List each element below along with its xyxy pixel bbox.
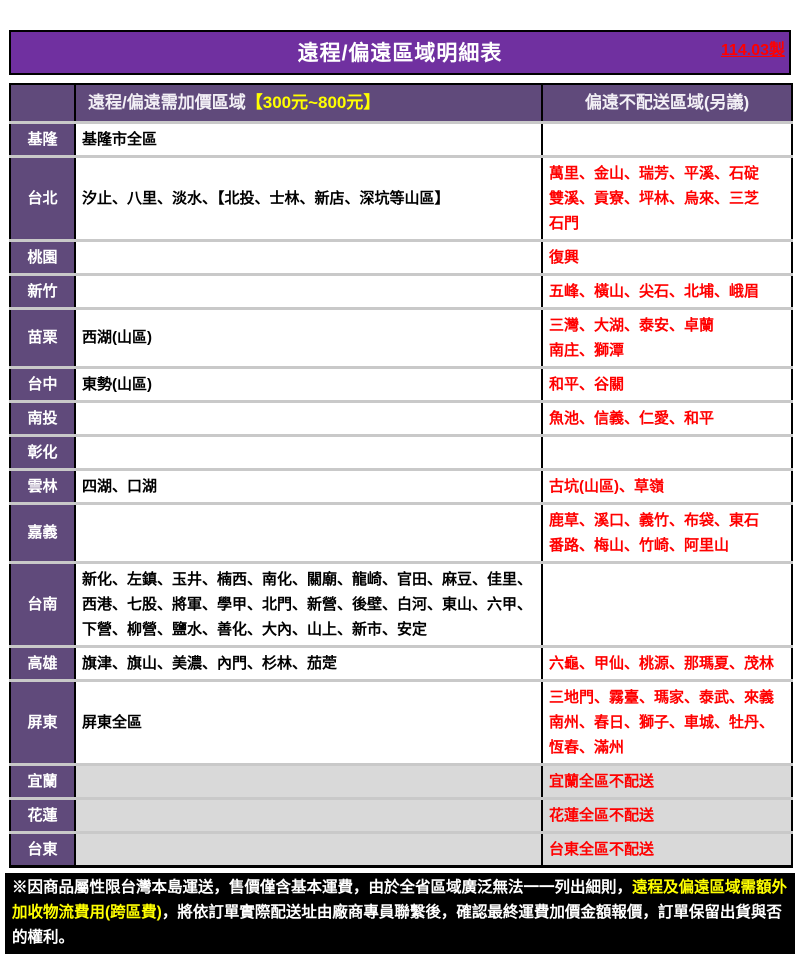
table-row: 彰化 (9, 433, 793, 471)
table-row: 嘉義 鹿草、溪口、義竹、布袋、東石 番路、梅山、竹崎、阿里山 (9, 501, 793, 564)
table-body: 基隆 基隆市全區 台北 汐止、八里、淡水、【北投、士林、新店、深坑等山區】 萬里、金山、… (9, 120, 793, 868)
surcharge-column-header: 遠程/偏遠需加價區域【300元~800元】 (74, 83, 543, 123)
no-delivery-cell: 魚池、信義、仁愛、和平 (541, 399, 793, 437)
footer-note: ※因商品屬性限台灣本島運送，售價僅含基本運費，由於全省區域廣泛無法一一列出細則，… (5, 872, 795, 954)
surcharge-cell: 東勢(山區) (74, 365, 543, 403)
surcharge-cell (74, 238, 543, 276)
table-row: 花蓮 花蓮全區不配送 (9, 796, 793, 834)
table-row: 台東 台東全區不配送 (9, 830, 793, 868)
no-delivery-column-header: 偏遠不配送區域(另議) (541, 83, 793, 123)
no-delivery-cell: 三地門、霧臺、瑪家、泰武、來義 南州、春日、獅子、車城、牡丹、 恆春、滿州 (541, 678, 793, 766)
table-row: 台中 東勢(山區) 和平、谷關 (9, 365, 793, 403)
no-delivery-cell: 萬里、金山、瑞芳、平溪、石碇 雙溪、貢寮、坪林、烏來、三芝 石門 (541, 154, 793, 242)
table-row: 苗栗 西湖(山區) 三灣、大湖、泰安、卓蘭 南庄、獅潭 (9, 306, 793, 369)
table-row: 雲林 四湖、口湖 古坑(山區)、草嶺 (9, 467, 793, 505)
no-delivery-cell: 古坑(山區)、草嶺 (541, 467, 793, 505)
no-delivery-cell (541, 433, 793, 471)
region-label: 台北 (9, 154, 76, 242)
region-label: 屏東 (9, 678, 76, 766)
no-delivery-cell (541, 120, 793, 158)
surcharge-cell (74, 762, 543, 800)
surcharge-cell: 基隆市全區 (74, 120, 543, 158)
region-label: 新竹 (9, 272, 76, 310)
region-label: 嘉義 (9, 501, 76, 564)
region-label: 台中 (9, 365, 76, 403)
page-title: 遠程/偏遠區域明細表 (9, 30, 791, 75)
no-delivery-cell: 鹿草、溪口、義竹、布袋、東石 番路、梅山、竹崎、阿里山 (541, 501, 793, 564)
table-row: 高雄 旗津、旗山、美濃、內門、杉林、茄萣 六龜、甲仙、桃源、那瑪夏、茂林 (9, 644, 793, 682)
surcharge-cell: 四湖、口湖 (74, 467, 543, 505)
region-label: 台東 (9, 830, 76, 868)
surcharge-cell: 西湖(山區) (74, 306, 543, 369)
surcharge-cell: 汐止、八里、淡水、【北投、士林、新店、深坑等山區】 (74, 154, 543, 242)
region-label: 基隆 (9, 120, 76, 158)
table-row: 宜蘭 宜蘭全區不配送 (9, 762, 793, 800)
surcharge-cell (74, 501, 543, 564)
no-delivery-cell: 六龜、甲仙、桃源、那瑪夏、茂林 (541, 644, 793, 682)
no-delivery-cell: 宜蘭全區不配送 (541, 762, 793, 800)
edition-label: 114.03製 (720, 42, 785, 59)
no-delivery-cell: 台東全區不配送 (541, 830, 793, 868)
region-label: 桃園 (9, 238, 76, 276)
corner-cell (9, 83, 76, 123)
region-label: 雲林 (9, 467, 76, 505)
table-row: 新竹 五峰、橫山、尖石、北埔、峨眉 (9, 272, 793, 310)
table-row: 屏東 屏東全區 三地門、霧臺、瑪家、泰武、來義 南州、春日、獅子、車城、牡丹、 恆春… (9, 678, 793, 766)
region-label: 彰化 (9, 433, 76, 471)
surcharge-cell: 旗津、旗山、美濃、內門、杉林、茄萣 (74, 644, 543, 682)
region-label: 南投 (9, 399, 76, 437)
region-table: 遠程/偏遠需加價區域【300元~800元】 偏遠不配送區域(另議) 基隆 基隆市全… (9, 83, 793, 868)
surcharge-header-text: 遠程/偏遠需加價區域 (88, 93, 246, 113)
surcharge-price-range: 【300元~800元】 (245, 93, 381, 113)
region-label: 高雄 (9, 644, 76, 682)
surcharge-cell (74, 433, 543, 471)
no-delivery-cell: 和平、谷關 (541, 365, 793, 403)
surcharge-cell: 屏東全區 (74, 678, 543, 766)
table-header-row: 遠程/偏遠需加價區域【300元~800元】 偏遠不配送區域(另議) (9, 83, 793, 123)
table-row: 桃園 復興 (9, 238, 793, 276)
no-delivery-cell: 五峰、橫山、尖石、北埔、峨眉 (541, 272, 793, 310)
table-row: 南投 魚池、信義、仁愛、和平 (9, 399, 793, 437)
no-delivery-cell: 三灣、大湖、泰安、卓蘭 南庄、獅潭 (541, 306, 793, 369)
surcharge-cell: 新化、左鎮、玉井、楠西、南化、關廟、龍崎、官田、麻豆、佳里、西港、七股、將軍、學… (74, 560, 543, 648)
table-row: 台北 汐止、八里、淡水、【北投、士林、新店、深坑等山區】 萬里、金山、瑞芳、平溪、石… (9, 154, 793, 242)
region-label: 宜蘭 (9, 762, 76, 800)
region-label: 台南 (9, 560, 76, 648)
table-row: 台南 新化、左鎮、玉井、楠西、南化、關廟、龍崎、官田、麻豆、佳里、西港、七股、將軍… (9, 560, 793, 648)
surcharge-cell (74, 399, 543, 437)
footer-text-pre: ※因商品屬性限台灣本島運送，售價僅含基本運費，由於全省區域廣泛無法一一列出細則， (12, 878, 633, 896)
no-delivery-cell (541, 560, 793, 648)
region-label: 苗栗 (9, 306, 76, 369)
region-label: 花蓮 (9, 796, 76, 834)
surcharge-cell (74, 796, 543, 834)
surcharge-cell (74, 272, 543, 310)
surcharge-cell (74, 830, 543, 868)
no-delivery-cell: 花蓮全區不配送 (541, 796, 793, 834)
footer-text-highlight: 遠程及偏遠區域需額外加收物流費用(跨區費) (12, 878, 788, 921)
no-delivery-cell: 復興 (541, 238, 793, 276)
table-row: 基隆 基隆市全區 (9, 120, 793, 158)
